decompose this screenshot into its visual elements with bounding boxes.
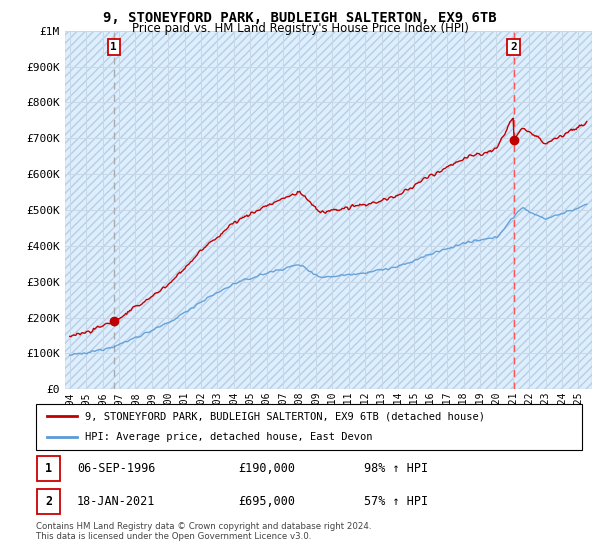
FancyBboxPatch shape bbox=[37, 456, 60, 482]
Text: 9, STONEYFORD PARK, BUDLEIGH SALTERTON, EX9 6TB: 9, STONEYFORD PARK, BUDLEIGH SALTERTON, … bbox=[103, 11, 497, 25]
Text: 18-JAN-2021: 18-JAN-2021 bbox=[77, 494, 155, 508]
FancyBboxPatch shape bbox=[65, 31, 592, 389]
Text: 1: 1 bbox=[45, 463, 52, 475]
FancyBboxPatch shape bbox=[37, 489, 60, 514]
Text: 1: 1 bbox=[110, 42, 117, 52]
Text: Contains HM Land Registry data © Crown copyright and database right 2024.
This d: Contains HM Land Registry data © Crown c… bbox=[36, 522, 371, 542]
Text: 2: 2 bbox=[510, 42, 517, 52]
Text: 9, STONEYFORD PARK, BUDLEIGH SALTERTON, EX9 6TB (detached house): 9, STONEYFORD PARK, BUDLEIGH SALTERTON, … bbox=[85, 411, 485, 421]
Text: HPI: Average price, detached house, East Devon: HPI: Average price, detached house, East… bbox=[85, 432, 373, 442]
Text: Price paid vs. HM Land Registry's House Price Index (HPI): Price paid vs. HM Land Registry's House … bbox=[131, 22, 469, 35]
Text: 98% ↑ HPI: 98% ↑ HPI bbox=[364, 463, 428, 475]
Text: 06-SEP-1996: 06-SEP-1996 bbox=[77, 463, 155, 475]
Text: 57% ↑ HPI: 57% ↑ HPI bbox=[364, 494, 428, 508]
Text: £695,000: £695,000 bbox=[238, 494, 295, 508]
FancyBboxPatch shape bbox=[36, 404, 582, 450]
Text: £190,000: £190,000 bbox=[238, 463, 295, 475]
Text: 2: 2 bbox=[45, 494, 52, 508]
